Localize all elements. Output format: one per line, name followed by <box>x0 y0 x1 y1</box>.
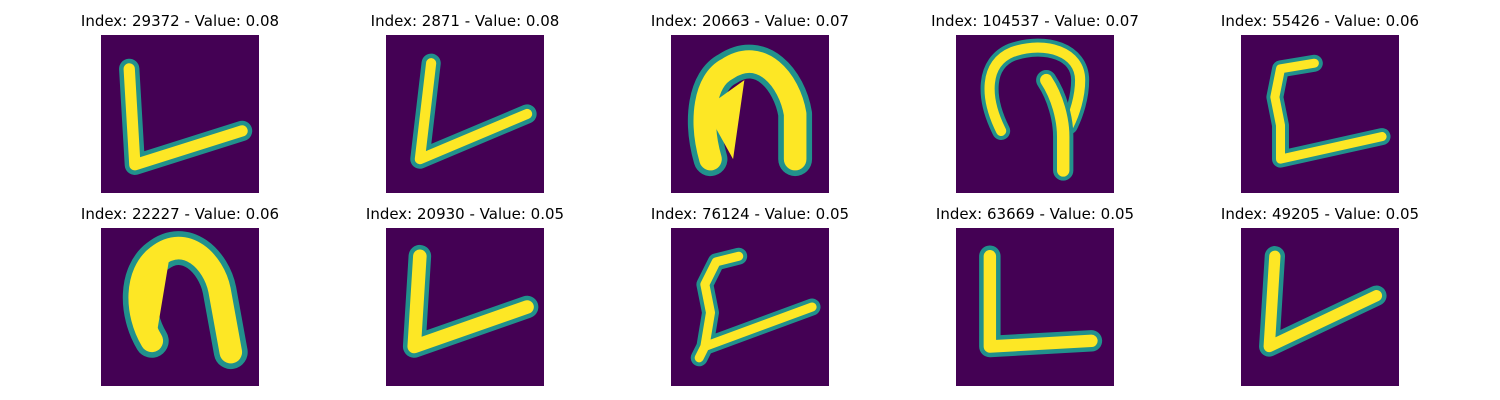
panel-title: Index: 29372 - Value: 0.08 <box>80 12 280 30</box>
digit-image <box>956 228 1114 386</box>
panel-title: Index: 63669 - Value: 0.05 <box>935 205 1135 223</box>
digit-image <box>671 228 829 386</box>
panel-title: Index: 22227 - Value: 0.06 <box>80 205 280 223</box>
panel-title: Index: 55426 - Value: 0.06 <box>1220 12 1420 30</box>
digit-image <box>386 228 544 386</box>
panel-title: Index: 2871 - Value: 0.08 <box>370 12 560 30</box>
digit-image <box>1241 35 1399 193</box>
digit-image <box>386 35 544 193</box>
panel-title: Index: 20663 - Value: 0.07 <box>650 12 850 30</box>
digit-image <box>956 35 1114 193</box>
panel-title: Index: 76124 - Value: 0.05 <box>650 205 850 223</box>
digit-image <box>101 228 259 386</box>
digit-image <box>671 35 829 193</box>
panel-title: Index: 20930 - Value: 0.05 <box>365 205 565 223</box>
panel-title: Index: 49205 - Value: 0.05 <box>1220 205 1420 223</box>
panel-title: Index: 104537 - Value: 0.07 <box>931 12 1139 30</box>
digit-image <box>1241 228 1399 386</box>
digit-image <box>101 35 259 193</box>
